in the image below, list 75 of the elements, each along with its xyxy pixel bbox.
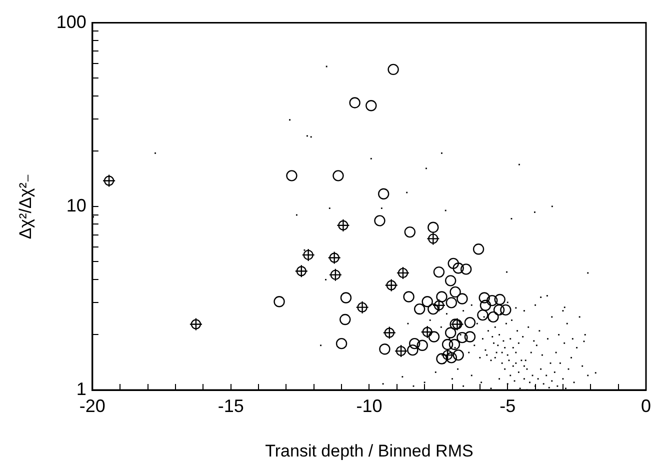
point [374, 215, 386, 226]
point [452, 262, 464, 274]
x-tick-label: -5 [500, 396, 516, 416]
point [356, 300, 369, 314]
point [388, 64, 399, 76]
point [450, 318, 464, 331]
point [409, 338, 420, 350]
point [407, 344, 418, 356]
point [452, 349, 464, 361]
point [396, 266, 410, 280]
point [426, 232, 440, 246]
point [436, 353, 448, 364]
point [404, 226, 416, 238]
point [488, 311, 499, 323]
point [444, 327, 456, 338]
y-tick-label: 10 [66, 195, 86, 216]
point [478, 292, 490, 304]
point [340, 292, 352, 304]
point [420, 325, 434, 339]
point [448, 338, 460, 350]
point [332, 170, 344, 182]
x-tick-label: -10 [356, 396, 382, 416]
point [432, 298, 446, 312]
point [464, 331, 476, 342]
point [366, 100, 377, 112]
point [286, 170, 298, 182]
point [328, 251, 341, 264]
point [379, 344, 390, 355]
point [456, 332, 468, 344]
point [416, 340, 428, 351]
point [440, 348, 454, 362]
point [448, 258, 459, 270]
point [450, 286, 461, 298]
point [340, 314, 351, 326]
x-tick-label: -15 [218, 396, 244, 416]
point [446, 352, 458, 364]
point [384, 278, 398, 292]
point [444, 275, 456, 286]
point [294, 264, 308, 278]
point [477, 309, 488, 321]
point [189, 318, 203, 331]
point [349, 97, 360, 108]
point [328, 268, 342, 282]
point [274, 296, 285, 308]
point [460, 264, 472, 275]
point [486, 294, 498, 306]
point [382, 326, 396, 340]
point [472, 244, 484, 255]
point [428, 331, 440, 342]
y-tick-label: 100 [56, 12, 86, 32]
point [102, 174, 116, 188]
point [422, 296, 433, 308]
point [403, 291, 414, 302]
point [302, 248, 315, 262]
point [336, 218, 350, 232]
point [378, 188, 390, 200]
point [464, 316, 476, 328]
point [493, 304, 505, 316]
x-axis-title: Transit depth / Binned RMS [265, 441, 474, 460]
y-axis-title: Δχ²/Δχ²₋ [16, 174, 35, 240]
x-tick-label: 0 [640, 396, 652, 416]
point [428, 303, 439, 315]
point [433, 266, 445, 278]
point [500, 304, 512, 316]
point [394, 344, 408, 358]
point [414, 303, 426, 315]
point [428, 222, 439, 233]
point [446, 297, 458, 308]
point [456, 293, 468, 304]
point [436, 291, 448, 302]
point [480, 300, 492, 311]
point [336, 338, 348, 350]
point [442, 338, 454, 350]
point [450, 318, 461, 330]
point [494, 294, 506, 306]
